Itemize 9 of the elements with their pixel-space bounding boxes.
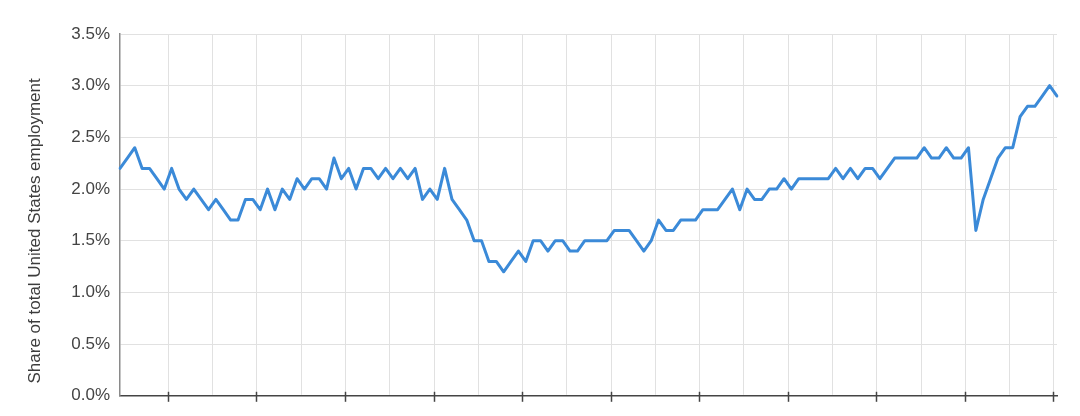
y-tick-label: 0.5% — [71, 333, 110, 353]
y-tick-label: 3.0% — [71, 75, 110, 95]
y-tick-label: 2.5% — [71, 127, 110, 147]
y-tick-label: 3.5% — [71, 23, 110, 43]
y-tick-label: 0.0% — [71, 385, 110, 405]
y-axis-title: Share of total United States employment — [24, 78, 44, 384]
y-tick-label: 1.5% — [71, 230, 110, 250]
y-tick-label: 1.0% — [71, 282, 110, 302]
y-tick-label: 2.0% — [71, 178, 110, 198]
